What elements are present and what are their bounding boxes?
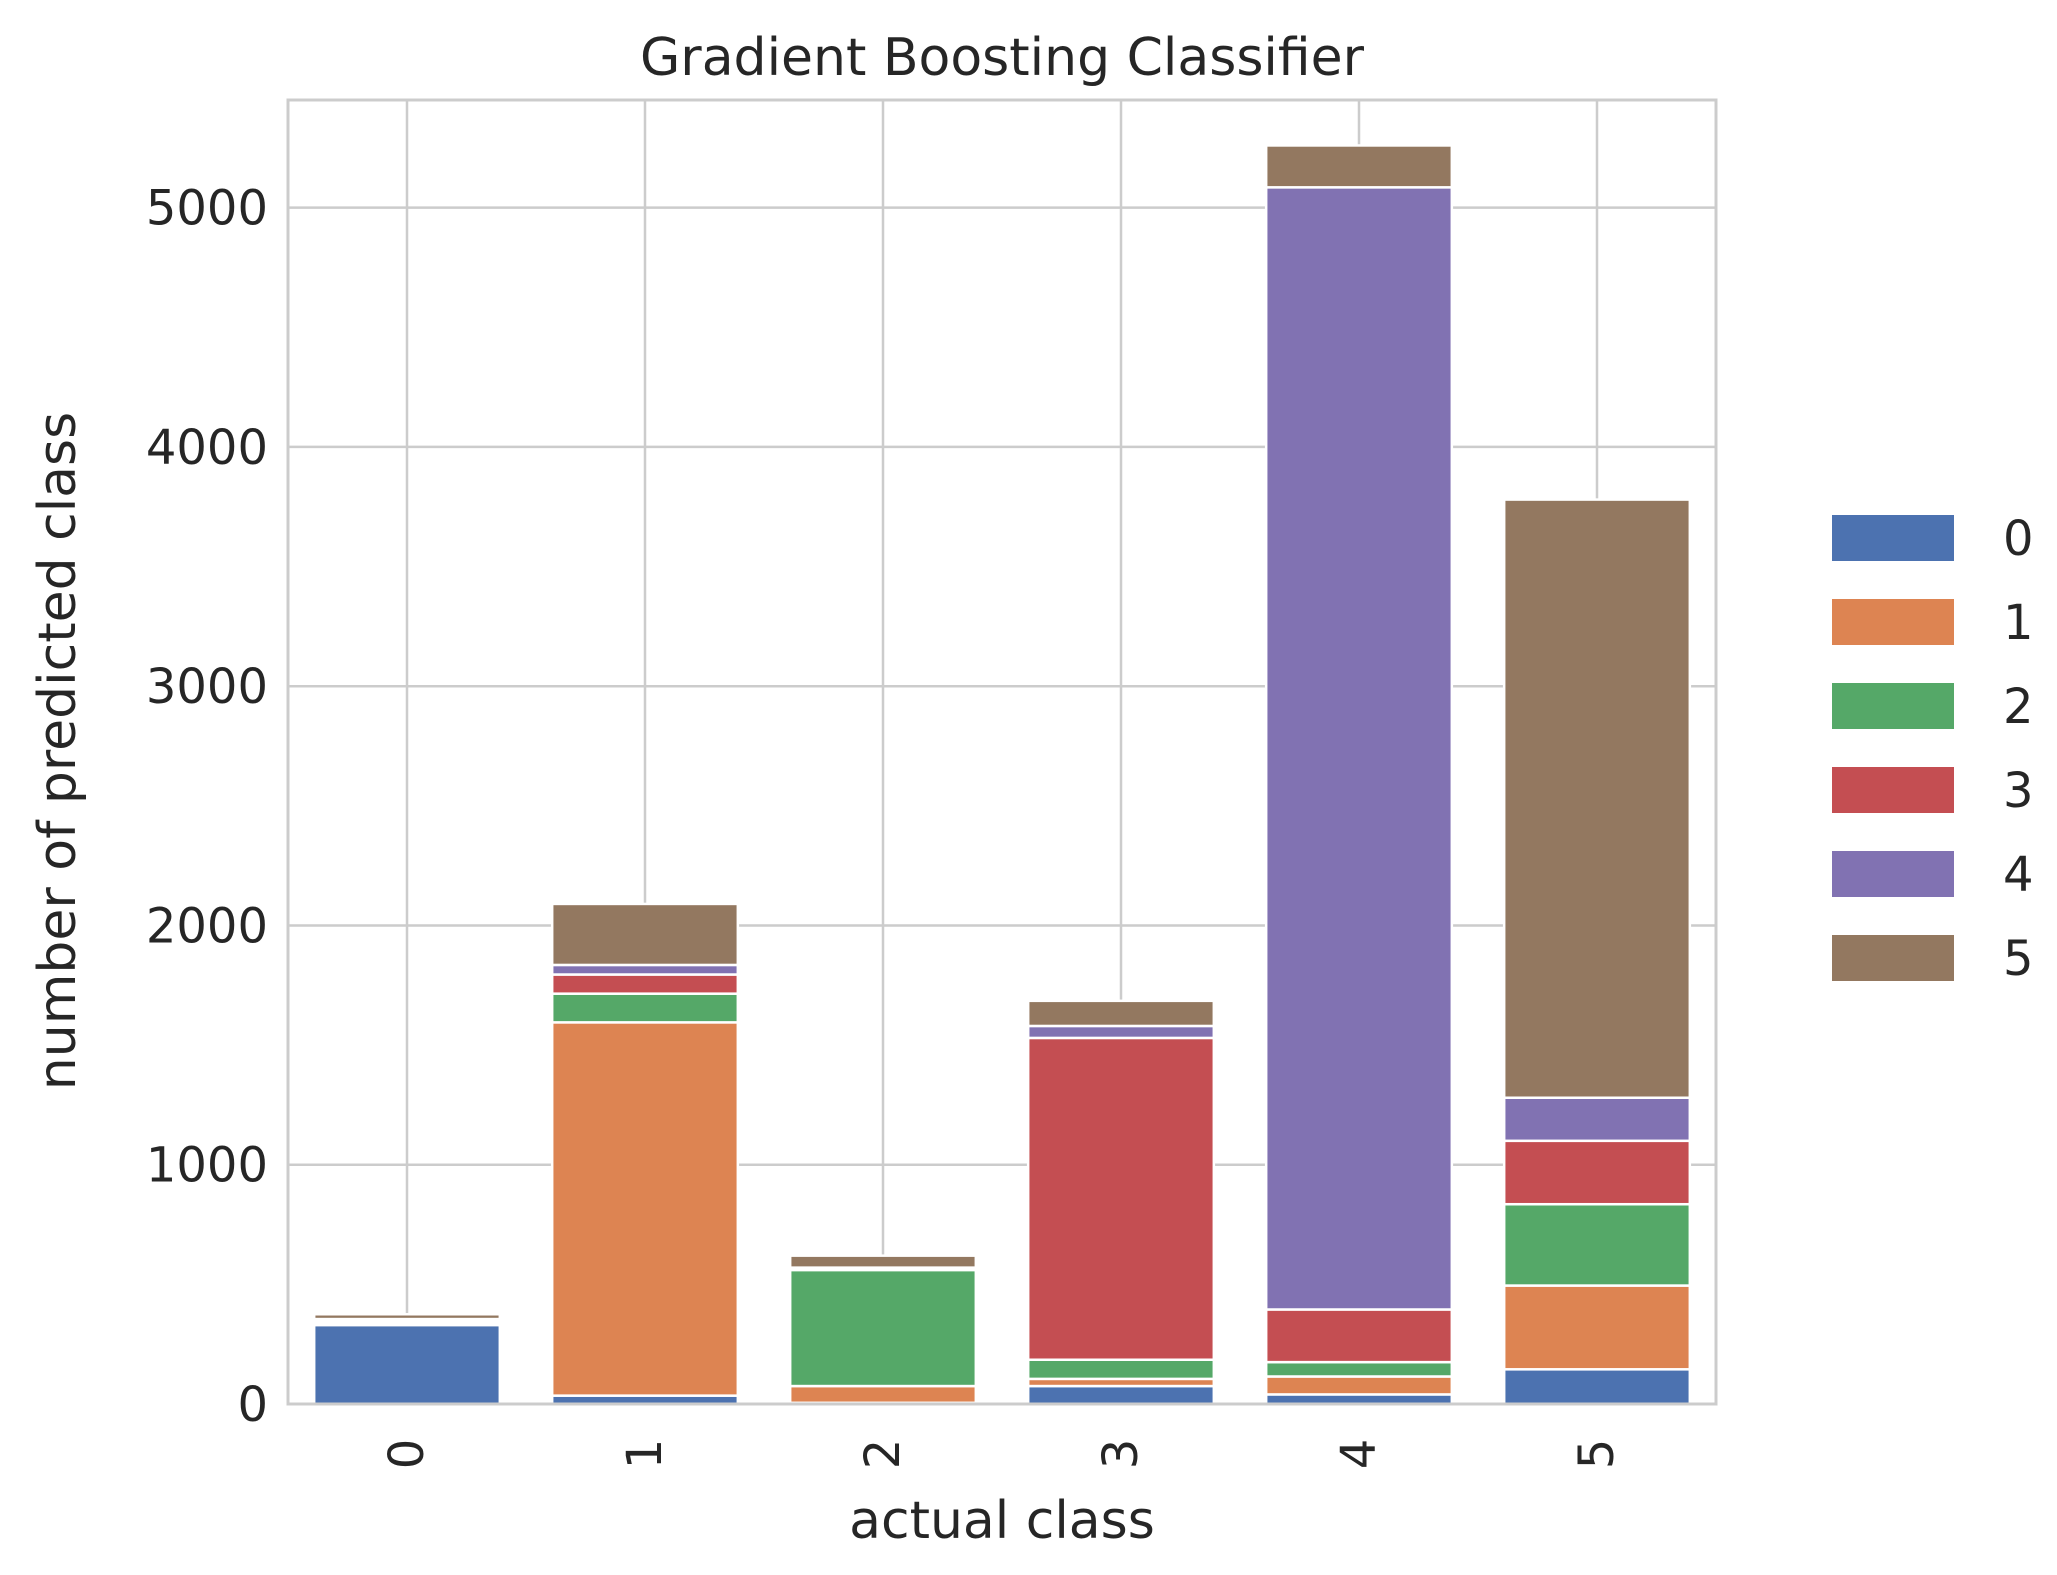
legend-label-5: 5 [2003,931,2034,987]
x-tick-label: 4 [1331,1439,1387,1470]
bar-segment-class-4-pred-2 [1264,1360,1454,1378]
bar-segment-class-1-pred-1 [550,1021,740,1397]
x-tick-label: 1 [617,1439,673,1470]
y-axis-label: number of predicted class [28,412,88,1090]
x-tick-label: 2 [855,1439,911,1470]
x-tick-label: 3 [1093,1439,1149,1470]
bar-segment-class-5-pred-5 [1502,498,1692,1099]
bar-segment-class-5-pred-0 [1502,1368,1692,1406]
x-tick-label: 0 [379,1439,435,1470]
bar-segment-class-1-pred-4 [550,963,740,976]
legend-swatch-0 [1832,515,1954,561]
x-axis-ticks: 0 1 2 3 4 5 [379,1439,1625,1470]
bar-segment-class-3-pred-0 [1026,1384,1216,1406]
x-tick-label: 5 [1569,1439,1625,1470]
legend: 0 1 2 3 4 5 [1832,511,2034,987]
y-tick-label: 0 [237,1377,268,1433]
bar-segment-class-2-pred-2 [788,1268,978,1388]
y-tick-label: 4000 [146,420,268,476]
legend-swatch-4 [1832,851,1954,897]
legend-label-2: 2 [2003,679,2034,735]
bar-segment-class-1-pred-2 [550,992,740,1024]
bar-segment-class-4-pred-5 [1264,144,1454,189]
legend-swatch-3 [1832,767,1954,813]
y-tick-label: 3000 [146,659,268,715]
bar-segment-class-4-pred-3 [1264,1308,1454,1364]
bar-segment-class-3-pred-4 [1026,1024,1216,1040]
bar-segment-class-4-pred-4 [1264,186,1454,1311]
bar-segment-class-1-pred-5 [550,902,740,967]
legend-swatch-2 [1832,683,1954,729]
bar-segment-class-5-pred-1 [1502,1284,1692,1371]
legend-label-1: 1 [2003,595,2034,651]
legend-swatch-1 [1832,599,1954,645]
bar-segment-class-2-pred-1 [788,1384,978,1405]
y-tick-label: 5000 [146,181,268,237]
x-axis-label: actual class [849,1491,1155,1551]
bar-segment-class-3-pred-3 [1026,1036,1216,1361]
y-axis-ticks: 0 1000 2000 3000 4000 5000 [146,181,268,1433]
legend-swatch-5 [1832,935,1954,981]
legend-label-0: 0 [2003,511,2034,567]
legend-label-4: 4 [2003,847,2034,903]
legend-label-3: 3 [2003,763,2034,819]
bar-segment-class-3-pred-5 [1026,999,1216,1028]
bar-segment-class-5-pred-3 [1502,1139,1692,1206]
bar-segment-class-0-pred-5 [312,1313,502,1321]
bar-segment-class-0-pred-0 [312,1323,502,1406]
plot-frame [286,98,1718,1406]
bar-segment-class-2-pred-5 [788,1254,978,1269]
bar-segment-class-3-pred-2 [1026,1358,1216,1381]
bar-segment-class-5-pred-2 [1502,1202,1692,1287]
bar-segment-class-4-pred-1 [1264,1375,1454,1396]
bar-segment-class-1-pred-3 [550,973,740,995]
bars [312,144,1692,1406]
y-tick-label: 2000 [146,898,268,954]
chart-title: Gradient Boosting Classifier [640,28,1365,88]
y-tick-label: 1000 [146,1138,268,1194]
bar-segment-class-5-pred-4 [1502,1096,1692,1143]
